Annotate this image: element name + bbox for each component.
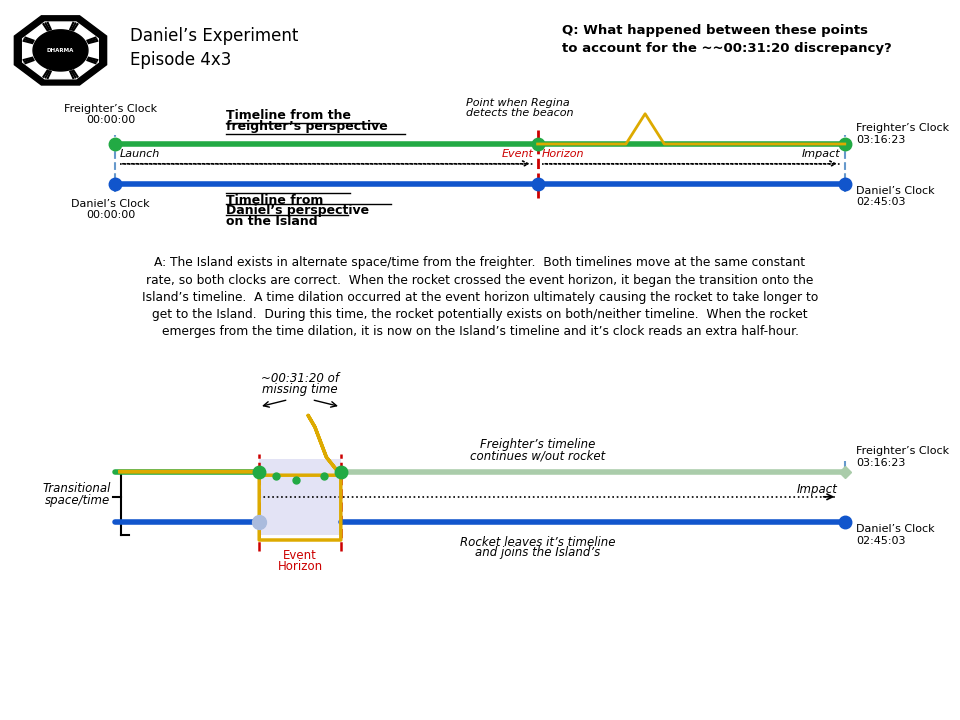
- Polygon shape: [23, 22, 98, 78]
- Text: Transitional: Transitional: [42, 482, 110, 495]
- Text: 03:16:23: 03:16:23: [856, 135, 905, 145]
- Text: Episode 4x3: Episode 4x3: [130, 52, 231, 70]
- Text: Event: Event: [502, 149, 534, 158]
- Text: Impact: Impact: [802, 149, 840, 158]
- Bar: [259, 459, 341, 535]
- Text: Event: Event: [283, 549, 317, 562]
- Text: Timeline from the: Timeline from the: [226, 109, 350, 122]
- Text: A: The Island exists in alternate space/time from the freighter.  Both timelines: A: The Island exists in alternate space/…: [155, 256, 805, 269]
- Text: get to the Island.  During this time, the rocket potentially exists on both/neit: get to the Island. During this time, the…: [153, 308, 807, 321]
- Text: Horizon: Horizon: [541, 149, 584, 158]
- Text: DHARMA: DHARMA: [47, 48, 74, 53]
- Text: and joins the Island’s: and joins the Island’s: [475, 546, 600, 559]
- Polygon shape: [33, 30, 88, 71]
- Text: Point when Regina: Point when Regina: [466, 98, 569, 108]
- Text: Impact: Impact: [796, 483, 837, 496]
- Text: on the Island: on the Island: [226, 215, 317, 228]
- Text: Launch: Launch: [120, 149, 160, 158]
- Text: Island’s timeline.  A time dilation occurred at the event horizon ultimately cau: Island’s timeline. A time dilation occur…: [142, 291, 818, 304]
- Text: Q: What happened between these points: Q: What happened between these points: [562, 24, 868, 37]
- Text: Daniel’s Experiment: Daniel’s Experiment: [130, 27, 298, 45]
- Text: 00:00:00: 00:00:00: [85, 210, 135, 220]
- Text: continues w/out rocket: continues w/out rocket: [470, 449, 605, 462]
- Text: to account for the ~~00:31:20 discrepancy?: to account for the ~~00:31:20 discrepanc…: [562, 42, 891, 55]
- Text: rate, so both clocks are correct.  When the rocket crossed the event horizon, it: rate, so both clocks are correct. When t…: [146, 274, 814, 287]
- Text: ~00:31:20 of: ~00:31:20 of: [261, 372, 339, 384]
- Text: Freighter’s Clock: Freighter’s Clock: [856, 123, 949, 133]
- Text: Daniel’s Clock: Daniel’s Clock: [856, 186, 935, 196]
- Text: 03:16:23: 03:16:23: [856, 458, 905, 468]
- Text: 02:45:03: 02:45:03: [856, 197, 906, 207]
- Text: 02:45:03: 02:45:03: [856, 536, 906, 546]
- Text: Freighter’s Clock: Freighter’s Clock: [63, 104, 157, 114]
- Text: Daniel’s perspective: Daniel’s perspective: [226, 204, 369, 217]
- Text: 00:00:00: 00:00:00: [85, 114, 135, 125]
- Text: freighter’s perspective: freighter’s perspective: [226, 120, 387, 133]
- Text: Daniel’s Clock: Daniel’s Clock: [71, 199, 150, 210]
- Text: Daniel’s Clock: Daniel’s Clock: [856, 524, 935, 534]
- Text: Horizon: Horizon: [277, 560, 323, 573]
- Text: missing time: missing time: [262, 383, 338, 396]
- Text: emerges from the time dilation, it is now on the Island’s timeline and it’s cloc: emerges from the time dilation, it is no…: [161, 325, 799, 338]
- Text: Freighter’s timeline: Freighter’s timeline: [480, 438, 595, 451]
- Text: Freighter’s Clock: Freighter’s Clock: [856, 446, 949, 456]
- Text: space/time: space/time: [45, 494, 110, 507]
- Polygon shape: [14, 16, 107, 85]
- Text: Rocket leaves it’s timeline: Rocket leaves it’s timeline: [460, 536, 615, 549]
- Text: Timeline from: Timeline from: [226, 194, 323, 207]
- Text: detects the beacon: detects the beacon: [466, 108, 573, 118]
